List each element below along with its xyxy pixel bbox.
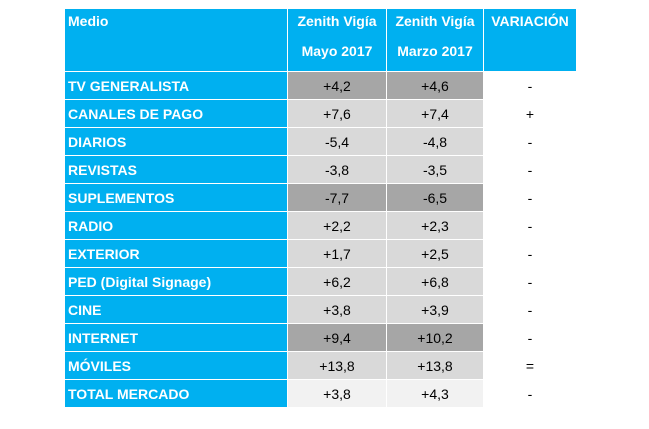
row-mayo-value: +13,8 [287, 351, 387, 380]
media-investment-table: Medio Zenith Vigía Mayo 2017 Zenith Vigí… [64, 8, 577, 408]
row-mayo-value: +9,4 [287, 323, 387, 352]
row-medio: REVISTAS [64, 155, 288, 184]
header-marzo-2017: Zenith Vigía Marzo 2017 [386, 8, 484, 72]
header-medio: Medio [64, 8, 288, 72]
row-medio: DIARIOS [64, 127, 288, 156]
row-marzo-value: +6,8 [386, 267, 484, 296]
table-row: DIARIOS -5,4 -4,8 - [64, 127, 577, 156]
row-marzo-value: +3,9 [386, 295, 484, 324]
table-row: CINE +3,8 +3,9 - [64, 295, 577, 324]
row-variacion: = [483, 351, 577, 380]
row-variacion: - [483, 239, 577, 268]
header-marzo-line2: Marzo 2017 [397, 43, 473, 59]
row-marzo-value: +13,8 [386, 351, 484, 380]
row-variacion: - [483, 183, 577, 212]
table-row: REVISTAS -3,8 -3,5 - [64, 155, 577, 184]
row-mayo-value: +3,8 [287, 295, 387, 324]
row-marzo-value: +2,3 [386, 211, 484, 240]
row-variacion: - [483, 267, 577, 296]
row-variacion: - [483, 127, 577, 156]
header-mayo-2017: Zenith Vigía Mayo 2017 [287, 8, 387, 72]
row-mayo-value: -5,4 [287, 127, 387, 156]
row-marzo-value: +4,3 [386, 379, 484, 408]
row-marzo-value: -6,5 [386, 183, 484, 212]
row-variacion: - [483, 211, 577, 240]
header-mayo-line2: Mayo 2017 [301, 43, 373, 59]
header-marzo-line1: Zenith Vigía [395, 13, 475, 29]
row-medio: CINE [64, 295, 288, 324]
table-row: TV GENERALISTA +4,2 +4,6 - [64, 71, 577, 100]
row-marzo-value: +7,4 [386, 99, 484, 128]
table-row: CANALES DE PAGO +7,6 +7,4 + [64, 99, 577, 128]
row-marzo-value: +4,6 [386, 71, 484, 100]
row-medio: INTERNET [64, 323, 288, 352]
header-variacion: VARIACIÓN [483, 8, 577, 72]
table-row: PED (Digital Signage) +6,2 +6,8 - [64, 267, 577, 296]
header-mayo-line1: Zenith Vigía [297, 13, 377, 29]
row-variacion: - [483, 323, 577, 352]
row-mayo-value: +3,8 [287, 379, 387, 408]
row-medio: PED (Digital Signage) [64, 267, 288, 296]
row-medio: TV GENERALISTA [64, 71, 288, 100]
row-marzo-value: -3,5 [386, 155, 484, 184]
row-medio: SUPLEMENTOS [64, 183, 288, 212]
row-variacion: - [483, 379, 577, 408]
row-medio: TOTAL MERCADO [64, 379, 288, 408]
table-row: RADIO +2,2 +2,3 - [64, 211, 577, 240]
table-row: MÓVILES +13,8 +13,8 = [64, 351, 577, 380]
row-medio: CANALES DE PAGO [64, 99, 288, 128]
header-row: Medio Zenith Vigía Mayo 2017 Zenith Vigí… [64, 8, 577, 72]
row-medio: MÓVILES [64, 351, 288, 380]
table-row: SUPLEMENTOS -7,7 -6,5 - [64, 183, 577, 212]
table-row: INTERNET +9,4 +10,2 - [64, 323, 577, 352]
row-mayo-value: +2,2 [287, 211, 387, 240]
row-variacion: - [483, 71, 577, 100]
table-row: TOTAL MERCADO +3,8 +4,3 - [64, 379, 577, 408]
row-medio: EXTERIOR [64, 239, 288, 268]
row-medio: RADIO [64, 211, 288, 240]
row-mayo-value: +7,6 [287, 99, 387, 128]
row-marzo-value: -4,8 [386, 127, 484, 156]
row-mayo-value: +6,2 [287, 267, 387, 296]
row-mayo-value: -7,7 [287, 183, 387, 212]
row-variacion: - [483, 155, 577, 184]
row-variacion: - [483, 295, 577, 324]
row-marzo-value: +2,5 [386, 239, 484, 268]
row-mayo-value: -3,8 [287, 155, 387, 184]
row-mayo-value: +4,2 [287, 71, 387, 100]
row-mayo-value: +1,7 [287, 239, 387, 268]
row-variacion: + [483, 99, 577, 128]
row-marzo-value: +10,2 [386, 323, 484, 352]
table-row: EXTERIOR +1,7 +2,5 - [64, 239, 577, 268]
